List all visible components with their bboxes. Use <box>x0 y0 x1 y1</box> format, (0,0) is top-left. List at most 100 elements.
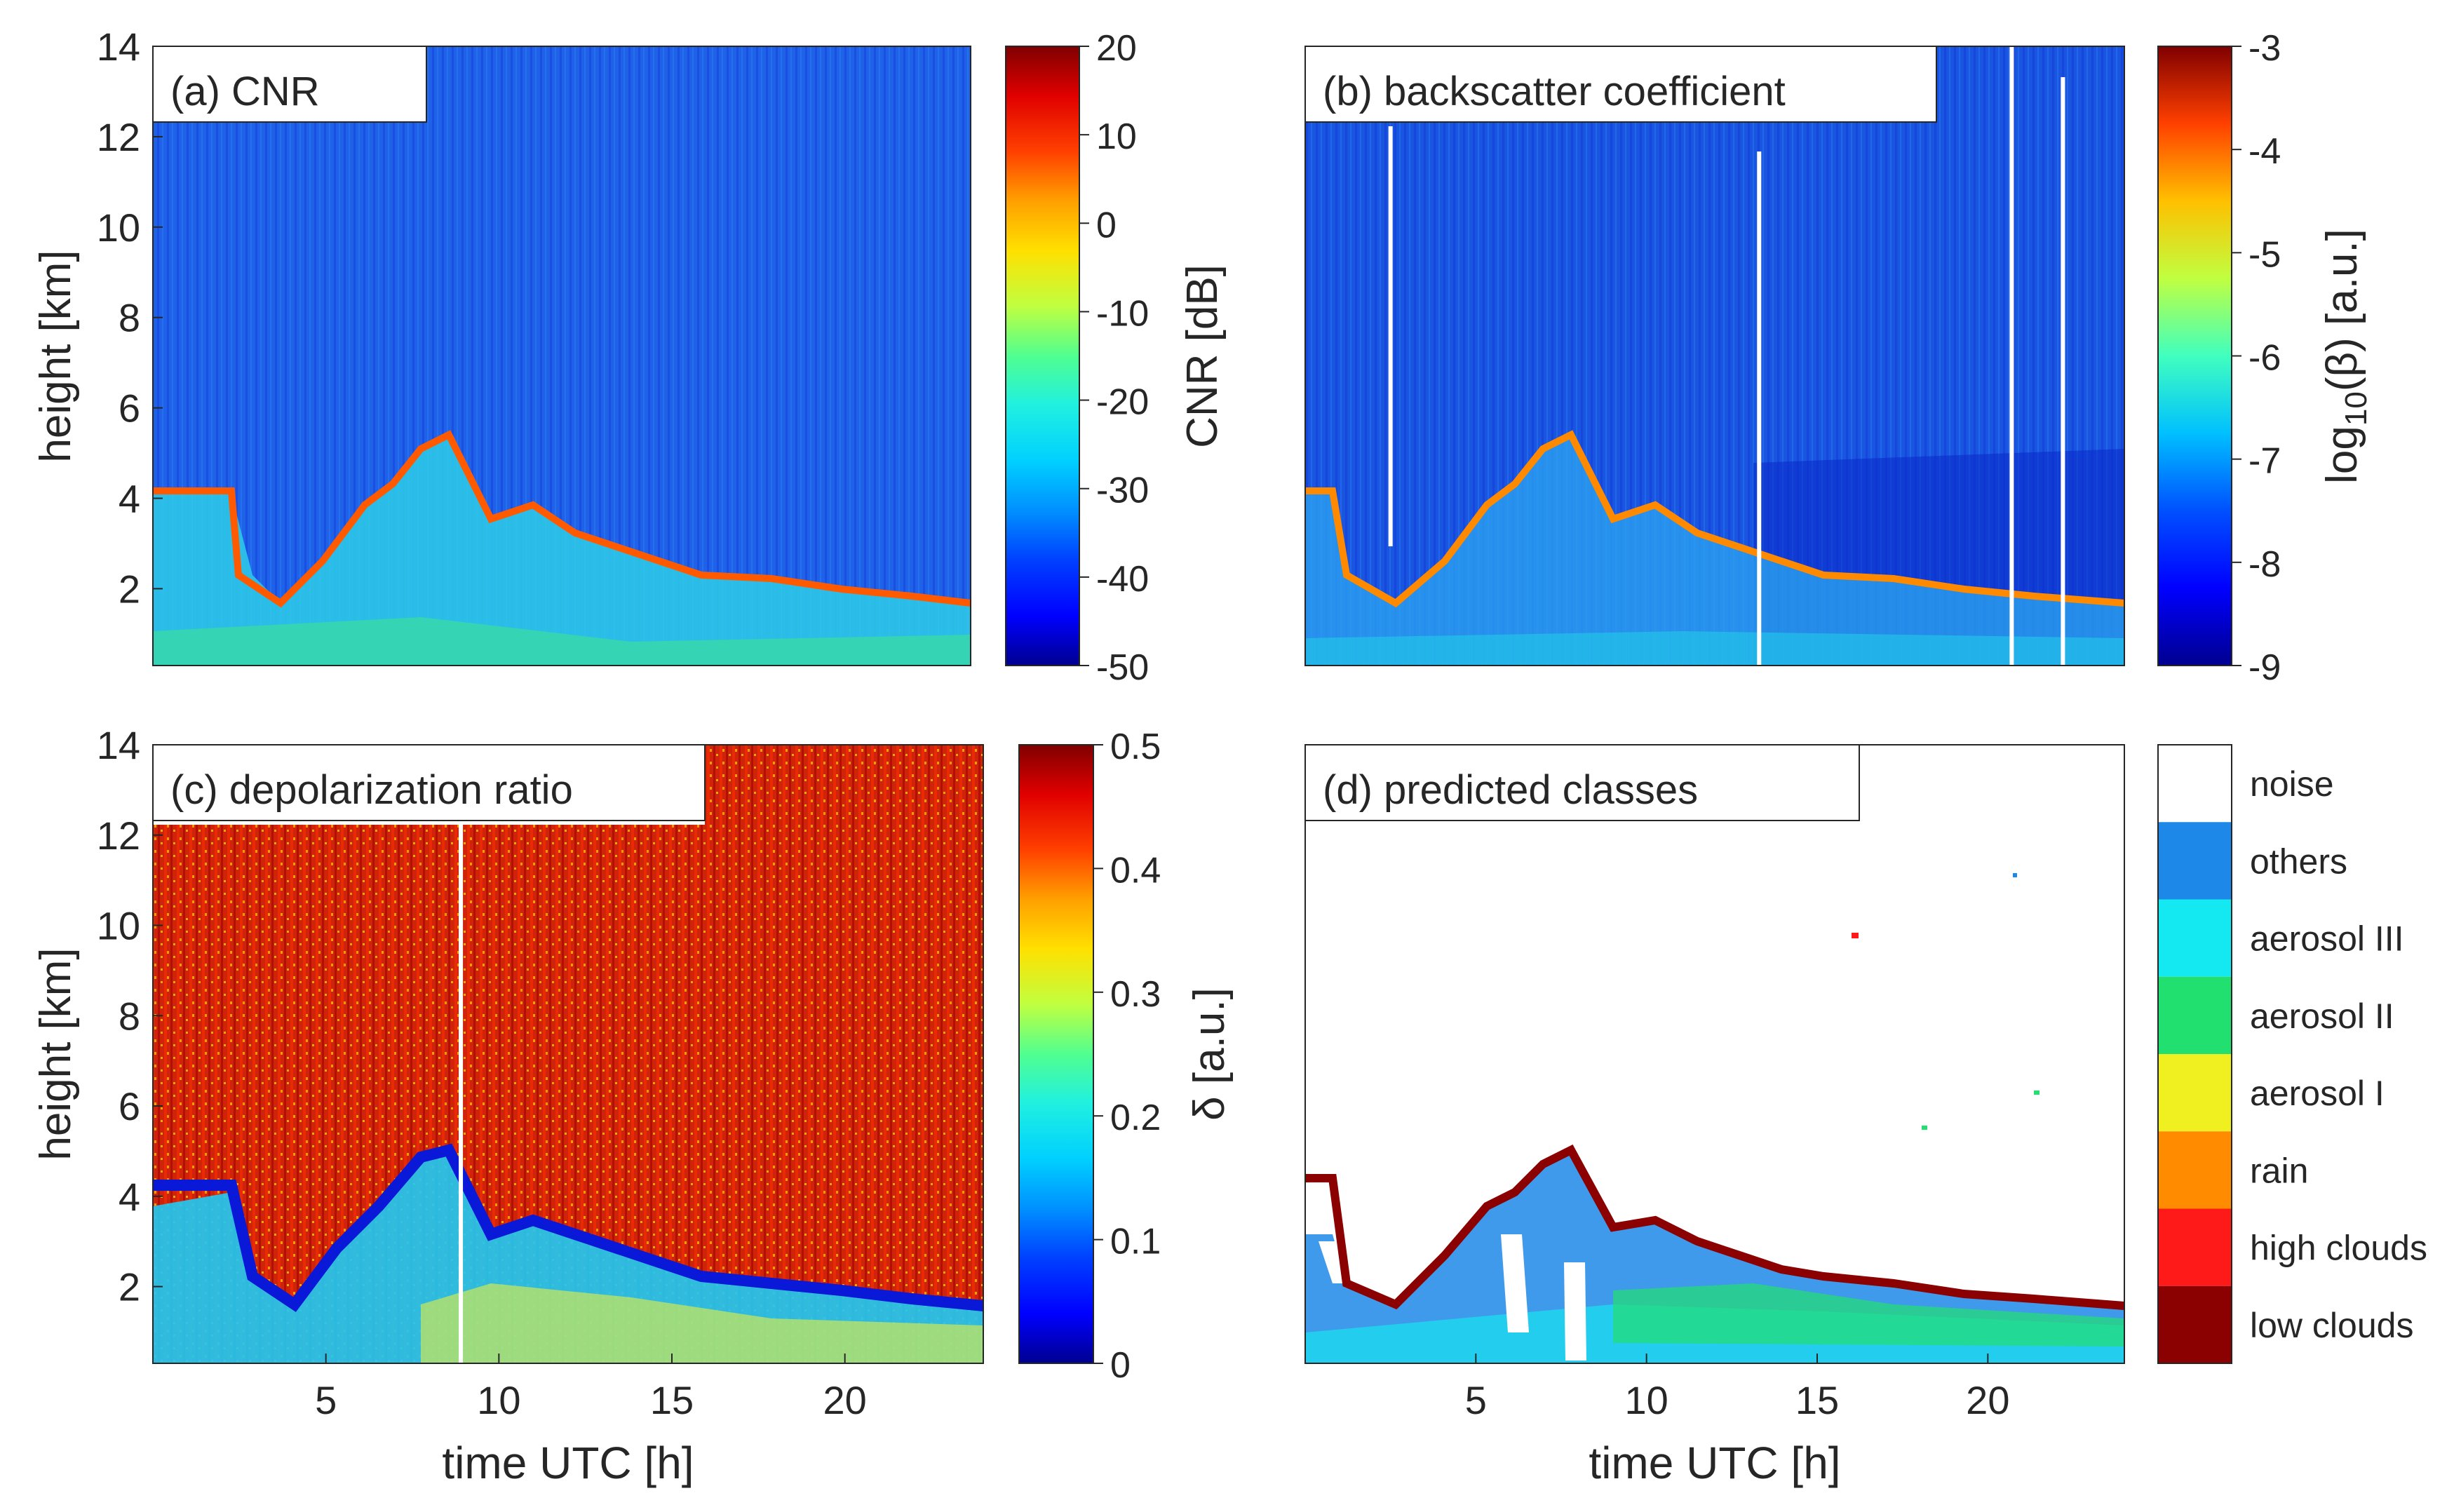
class-label: low clouds <box>2250 1306 2413 1345</box>
panel-c-x-ticks: 5 10 15 20 <box>315 1354 867 1422</box>
y-tick-label: 4 <box>119 1175 140 1219</box>
data-gap-line <box>2009 46 2014 666</box>
panel-b-title-box <box>1304 46 1937 123</box>
panel-d-title-box <box>1304 744 1860 821</box>
panel-a-y-ticks: 2 4 6 8 10 12 14 <box>97 25 163 611</box>
y-tick-label: 10 <box>97 904 140 948</box>
panel-a-colorbar-ticks: -50 -40 -30 -20 -10 0 10 20 <box>1079 28 1149 688</box>
panel-c-colorbar <box>1018 744 1094 1364</box>
y-tick-label: 2 <box>119 567 140 611</box>
y-tick-label: 6 <box>119 1084 140 1128</box>
data-gap-line <box>1757 151 1762 666</box>
x-tick-label: 20 <box>1966 1378 2009 1422</box>
panel-b-cloud-top <box>1305 430 2125 608</box>
panel-c-colorbar-ticks: 0 0.1 0.2 0.3 0.4 0.5 <box>1093 727 1161 1386</box>
colorbar-tick-label: 0.5 <box>1110 727 1161 767</box>
colorbar-tick-label: -5 <box>2248 234 2281 275</box>
class-swatch <box>2158 1131 2232 1209</box>
x-tick-label: 10 <box>477 1378 520 1422</box>
panel-d-low-clouds-line <box>1305 1145 2125 1310</box>
y-tick-label: 10 <box>97 205 140 250</box>
class-swatch <box>2158 1285 2232 1363</box>
data-gap-line <box>2061 77 2065 666</box>
panel-d-class-colorbar: noise others aerosol III aerosol II aerosol … <box>2157 744 2427 1364</box>
panel-c-title-box <box>152 744 706 821</box>
colorbar-tick-label: -7 <box>2248 441 2281 482</box>
panel-b-colorbar-ticks: -9 -8 -7 -6 -5 -4 -3 <box>2232 28 2281 688</box>
panel-c-xlabel: time UTC [h] <box>442 1438 694 1488</box>
class-swatch <box>2158 1054 2232 1132</box>
panel-d-high-cloud-pixel <box>1852 933 1859 938</box>
y-tick-label: 6 <box>119 386 140 431</box>
class-label: aerosol I <box>2250 1074 2385 1113</box>
y-tick-label: 14 <box>97 25 140 69</box>
panel-c-ylabel: height [km] <box>32 947 80 1160</box>
class-swatch <box>2158 745 2232 823</box>
panel-a-ylabel: height [km] <box>32 250 80 462</box>
data-gap-line <box>459 745 464 1363</box>
class-swatch <box>2158 899 2232 977</box>
class-label: noise <box>2250 764 2334 804</box>
y-tick-label: 14 <box>97 723 140 767</box>
panel-b-colorbar-label-sub: 10 <box>2339 391 2373 426</box>
panel-c-depolarization: (c) depolarization ratio 2 4 6 8 10 12 14 5 10 1… <box>32 723 1234 1488</box>
x-tick-label: 10 <box>1625 1378 1668 1422</box>
panel-b-title: (b) backscatter coefficient <box>1323 69 1786 114</box>
panel-d-others-pixel <box>2013 873 2017 877</box>
colorbar-tick-label: 0 <box>1110 1345 1131 1386</box>
colorbar-tick-label: 20 <box>1096 28 1137 69</box>
class-label: high clouds <box>2250 1229 2427 1268</box>
colorbar-tick-label: -50 <box>1096 647 1149 688</box>
panel-b-surface-layer <box>1305 631 2124 666</box>
colorbar-tick-label: -4 <box>2248 131 2281 172</box>
panel-d-title: (d) predicted classes <box>1323 767 1698 813</box>
colorbar-tick-label: -8 <box>2248 544 2281 585</box>
colorbar-tick-label: 0.3 <box>1110 974 1161 1015</box>
y-tick-label: 8 <box>119 994 140 1038</box>
colorbar-tick-label: 0.2 <box>1110 1098 1161 1138</box>
panel-d-aerosol-pixel-2 <box>1922 1126 1927 1130</box>
panel-d-aerosol-ii-region <box>1613 1283 2124 1346</box>
x-tick-label: 5 <box>1465 1378 1487 1422</box>
panel-c-cloud-top <box>153 1143 984 1312</box>
panel-b-colorbar <box>2157 46 2232 666</box>
panel-b-colorbar-label-log: log <box>2318 426 2366 484</box>
panel-b-backscatter: (b) backscatter coefficient -9 -8 -7 -6 -5 -4… <box>1304 28 2373 688</box>
panel-a-frame <box>152 46 971 666</box>
panel-a-colorbar-label: CNR [dB] <box>1178 264 1227 448</box>
panel-a-surface-layer <box>153 617 971 666</box>
y-tick-label: 4 <box>119 477 140 521</box>
panel-a-cnr: (a) CNR 2 4 6 8 10 12 14 height [km] -50 -40 -30… <box>32 25 1227 688</box>
colorbar-tick-label: 0.4 <box>1110 850 1161 891</box>
colorbar-tick-label: -20 <box>1096 382 1149 423</box>
x-tick-label: 15 <box>1795 1378 1839 1422</box>
panel-a-cloud-top <box>153 430 971 608</box>
colorbar-tick-label: 10 <box>1096 116 1137 157</box>
panel-d-noise-holes <box>1319 1234 1586 1361</box>
panel-c-colorbar-label: δ [a.u.] <box>1185 987 1234 1121</box>
class-swatch <box>2158 976 2232 1054</box>
panel-a-title-box <box>152 46 427 123</box>
colorbar-tick-label: -40 <box>1096 559 1149 600</box>
panel-b-aerosol-layer <box>1305 435 2124 666</box>
y-tick-label: 12 <box>97 115 140 159</box>
class-label: aerosol III <box>2250 919 2404 959</box>
colorbar-tick-label: -6 <box>2248 338 2281 379</box>
class-swatch <box>2158 822 2232 900</box>
panel-b-colorbar-label: log10(β) [a.u.] <box>2318 229 2373 484</box>
panel-d-x-ticks: 5 10 15 20 <box>1465 1354 2009 1422</box>
y-tick-label: 8 <box>119 296 140 340</box>
class-swatch <box>2158 1208 2232 1286</box>
colorbar-tick-label: 0.1 <box>1110 1222 1161 1262</box>
panel-c-data-gaps <box>459 745 464 1363</box>
class-label: others <box>2250 842 2347 881</box>
colorbar-tick-label: -30 <box>1096 471 1149 511</box>
y-tick-label: 12 <box>97 814 140 858</box>
panel-c-y-ticks: 2 4 6 8 10 12 14 <box>97 723 163 1309</box>
x-tick-label: 5 <box>315 1378 337 1422</box>
panel-a-aerosol-layer <box>153 435 971 666</box>
class-label: rain <box>2250 1151 2308 1190</box>
panel-c-title: (c) depolarization ratio <box>170 767 573 813</box>
panel-d-predicted-classes: (d) predicted classes 5 10 15 20 time UTC [… <box>1304 744 2427 1488</box>
